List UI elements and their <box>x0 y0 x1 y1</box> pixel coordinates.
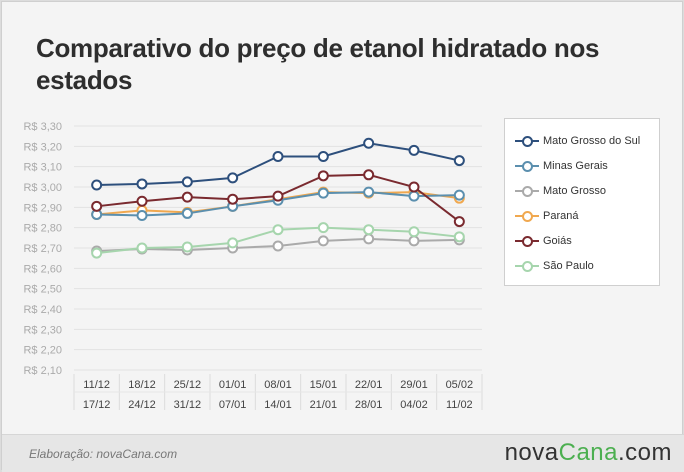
x-tick-label-end: 14/01 <box>264 399 292 411</box>
y-tick-label: R$ 3,00 <box>23 182 62 194</box>
x-tick-label-end: 07/01 <box>219 399 247 411</box>
legend-swatch <box>515 134 539 148</box>
y-tick-label: R$ 2,60 <box>23 263 62 275</box>
x-tick-label-end: 24/12 <box>128 399 156 411</box>
x-tick-label-end: 21/01 <box>310 399 338 411</box>
x-tick-label-start: 18/12 <box>128 379 156 391</box>
data-point <box>317 170 329 182</box>
data-point <box>136 195 148 207</box>
y-axis-ticks: R$ 2,10 R$ 2,20 R$ 2,30 R$ 2,40 R$ 2,50 R$ 2,… <box>23 121 62 377</box>
line-chart: R$ 2,10 R$ 2,20 R$ 2,30 R$ 2,40 R$ 2,50 R$ 2,… <box>23 121 483 411</box>
data-point <box>227 172 239 184</box>
x-tick-label-end: 04/02 <box>400 399 428 411</box>
credit-text: Elaboração: novaCana.com <box>29 447 178 461</box>
brand-logo: novaCana.com <box>504 439 672 466</box>
x-tick-label-start: 22/01 <box>355 379 383 391</box>
legend-label: Paraná <box>543 210 579 222</box>
data-point <box>91 247 103 259</box>
data-point <box>136 178 148 190</box>
legend-label: Mato Grosso do Sul <box>543 135 641 147</box>
legend-label: Minas Gerais <box>543 160 608 172</box>
x-tick-label-start: 08/01 <box>264 379 292 391</box>
series-layer <box>91 137 465 259</box>
legend-item: Paraná <box>515 208 578 224</box>
legend-swatch <box>515 184 539 198</box>
data-point <box>227 237 239 249</box>
data-point <box>91 179 103 191</box>
y-tick-label: R$ 2,70 <box>23 243 62 255</box>
data-point <box>408 144 420 156</box>
legend-item: São Paulo <box>515 258 594 274</box>
data-point <box>181 241 193 253</box>
data-point <box>272 240 284 252</box>
data-point <box>181 191 193 203</box>
legend-label: Mato Grosso <box>543 185 606 197</box>
y-tick-label: R$ 2,80 <box>23 223 62 235</box>
data-point <box>363 233 375 245</box>
data-point <box>453 155 465 167</box>
data-point <box>181 207 193 219</box>
data-point <box>453 189 465 201</box>
y-tick-label: R$ 2,40 <box>23 304 62 316</box>
y-tick-label: R$ 2,20 <box>23 345 62 357</box>
data-point <box>181 176 193 188</box>
data-point <box>453 231 465 243</box>
data-point <box>363 169 375 181</box>
y-tick-label: R$ 2,50 <box>23 284 62 296</box>
data-point <box>363 137 375 149</box>
y-tick-label: R$ 2,10 <box>23 365 62 377</box>
chart-title: Comparativo do preço de etanol hidratado… <box>36 33 600 95</box>
legend-item: Mato Grosso <box>515 183 606 199</box>
x-tick-label-start: 15/01 <box>310 379 338 391</box>
data-point <box>363 224 375 236</box>
x-tick-label-start: 29/01 <box>400 379 428 391</box>
legend-swatch <box>515 159 539 173</box>
data-point <box>317 187 329 199</box>
data-point <box>272 224 284 236</box>
footer: Elaboração: novaCana.com novaCana.com <box>2 434 684 472</box>
data-point <box>317 151 329 162</box>
y-tick-label: R$ 3,30 <box>23 121 62 133</box>
data-point <box>408 235 420 247</box>
legend-item: Minas Gerais <box>515 158 608 174</box>
data-point <box>317 235 329 247</box>
x-tick-label-end: 17/12 <box>83 399 111 411</box>
x-tick-label-end: 31/12 <box>174 399 202 411</box>
y-tick-label: R$ 2,30 <box>23 324 62 336</box>
x-tick-label-start: 25/12 <box>174 379 202 391</box>
x-tick-label-start: 11/12 <box>83 379 110 391</box>
data-point <box>408 226 420 238</box>
x-tick-label-start: 05/02 <box>446 379 474 391</box>
x-tick-label-end: 28/01 <box>355 399 383 411</box>
legend-swatch <box>515 209 539 223</box>
data-point <box>136 209 148 221</box>
data-point <box>363 186 375 198</box>
y-tick-label: R$ 3,20 <box>23 141 62 153</box>
data-point <box>272 190 284 202</box>
series-line <box>96 142 460 186</box>
legend-label: Goiás <box>543 235 572 247</box>
y-tick-label: R$ 3,10 <box>23 162 62 174</box>
legend-label: São Paulo <box>543 260 594 272</box>
data-point <box>91 200 103 212</box>
x-tick-label-end: 11/02 <box>446 399 473 411</box>
data-point <box>408 190 420 202</box>
y-tick-label: R$ 2,90 <box>23 202 62 214</box>
data-point <box>317 222 329 234</box>
x-axis-ticks: 11/12 18/12 25/12 01/01 08/01 15/01 22/01 29/01… <box>83 379 473 411</box>
data-point <box>227 193 239 205</box>
legend-item: Goiás <box>515 233 572 249</box>
legend-swatch <box>515 259 539 273</box>
gridlines <box>73 125 483 410</box>
legend-item: Mato Grosso do Sul <box>515 133 640 149</box>
data-point <box>272 151 284 162</box>
x-tick-label-start: 01/01 <box>219 379 247 391</box>
data-point <box>408 181 420 193</box>
data-point <box>136 242 148 254</box>
legend-swatch <box>515 234 539 248</box>
data-point <box>453 216 465 228</box>
legend: Mato Grosso do Sul Minas Gerais Mato Gross… <box>504 118 660 286</box>
